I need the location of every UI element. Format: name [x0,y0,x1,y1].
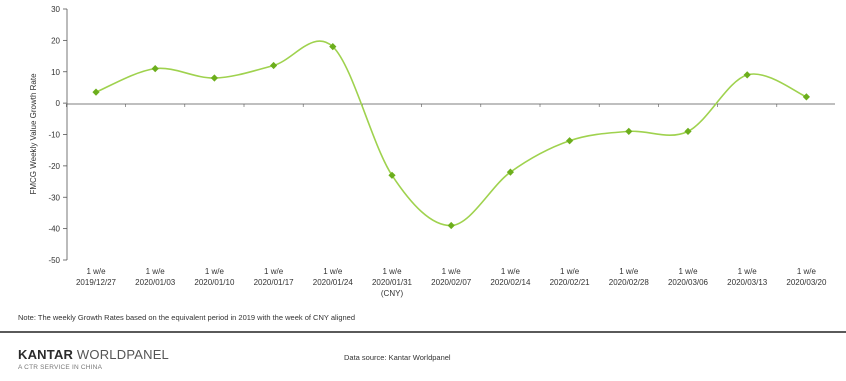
x-tick-label: 2020/01/17 [254,278,295,287]
series-line [95,40,807,227]
data-point-marker [684,127,692,135]
data-point-marker [329,43,337,51]
x-tick-label: 2020/02/28 [609,278,650,287]
data-point-marker [743,71,751,79]
x-tick-label: 2020/02/07 [431,278,472,287]
series-markers [92,43,810,230]
kantar-worldpanel-logo: KANTAR WORLDPANEL A CTR SERVICE IN CHINA [18,348,169,372]
x-tick-label: 2019/12/27 [76,278,117,287]
data-point-marker [92,88,100,96]
x-tick-label: 1 w/e [86,267,106,276]
x-tick-label: 2020/01/24 [313,278,354,287]
y-tick-label: 0 [56,99,61,108]
x-tick-label: 2020/03/06 [668,278,709,287]
y-tick-label: -50 [48,256,60,265]
footer-divider [0,331,846,333]
data-point-marker [210,74,218,82]
y-axis-label: FMCG Weekly Value Growth Rate [29,73,38,195]
data-point-marker [506,168,514,176]
data-point-marker [270,61,278,70]
y-tick-label: 20 [51,36,60,45]
x-tick-label: (CNY) [381,289,404,298]
x-tick-label: 1 w/e [619,267,639,276]
data-point-marker [388,171,396,179]
logo-subtitle: A CTR SERVICE IN CHINA [18,364,103,371]
y-tick-label: 10 [51,68,60,77]
y-ticks: 30 20 10 0 -10 -20 -30 -40 -50 [48,5,67,265]
x-tick-label: 1 w/e [323,267,343,276]
logo-brand-bold: KANTAR [18,347,74,362]
data-source: Data source: Kantar Worldpanel [344,353,451,362]
x-tick-label: 2020/01/10 [194,278,235,287]
x-tick-label: 2020/01/31 [372,278,413,287]
x-ticks: 1 w/e 2019/12/27 1 w/e 2020/01/03 1 w/e 2020/… [66,104,827,298]
data-point-marker [802,93,810,101]
x-tick-label: 2020/02/21 [550,278,591,287]
logo-brand-rest: WORLDPANEL [73,347,169,362]
x-tick-label: 1 w/e [501,267,521,276]
x-tick-label: 1 w/e [738,267,758,276]
data-point-marker [566,137,574,145]
line-chart: FMCG Weekly Value Growth Rate 30 20 10 0 -10… [29,5,835,298]
chart-note: Note: The weekly Growth Rates based on t… [18,313,356,322]
x-tick-label: 2020/02/14 [490,278,531,287]
x-tick-label: 1 w/e [442,267,462,276]
x-tick-label: 2020/03/13 [727,278,768,287]
x-tick-label: 1 w/e [146,267,166,276]
y-tick-label: -20 [48,162,60,171]
data-point-marker [151,65,159,73]
x-tick-label: 1 w/e [205,267,225,276]
x-tick-label: 1 w/e [678,267,698,276]
data-point-marker [447,221,455,230]
x-tick-label: 2020/03/20 [786,278,827,287]
y-tick-label: 30 [51,5,60,14]
x-tick-label: 1 w/e [264,267,284,276]
logo-wordmark: KANTAR WORLDPANEL [18,348,169,362]
x-tick-label: 1 w/e [560,267,580,276]
data-point-marker [625,127,633,135]
y-tick-label: -10 [48,131,60,140]
x-tick-label: 1 w/e [797,267,817,276]
y-tick-label: -30 [48,193,60,202]
y-tick-label: -40 [48,225,60,234]
x-tick-label: 1 w/e [382,267,402,276]
x-tick-label: 2020/01/03 [135,278,176,287]
